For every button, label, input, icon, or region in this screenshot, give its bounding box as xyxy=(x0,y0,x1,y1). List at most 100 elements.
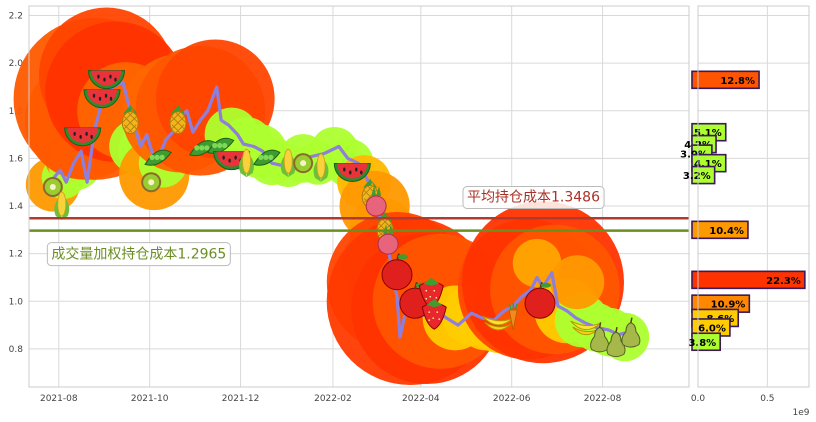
corn-icon xyxy=(54,191,70,221)
watermelon-icon xyxy=(87,70,125,90)
side-bar-label: 10.9% xyxy=(711,300,746,311)
pear-icon xyxy=(606,326,626,358)
side-bar-label: 5.1% xyxy=(694,128,722,139)
strawberry-seed xyxy=(428,311,431,314)
cost-line-label-box xyxy=(46,242,231,267)
watermelon-flesh xyxy=(216,151,247,167)
strawberry-leaves xyxy=(426,299,443,308)
strawberry-seed xyxy=(436,311,439,314)
side-bar-label: 10.4% xyxy=(709,226,744,237)
watermelon-seed xyxy=(109,74,112,79)
radish-icon xyxy=(377,224,399,255)
x-tick-label: 2022-02 xyxy=(314,394,352,404)
side-bar xyxy=(691,332,722,352)
watermelon-seed xyxy=(349,170,352,175)
side-bar-label: 12.8% xyxy=(720,76,755,87)
main-frame-rect xyxy=(28,5,690,388)
pear-body xyxy=(606,331,626,358)
pea-seed xyxy=(222,142,228,149)
watermelon-flesh xyxy=(67,127,98,143)
pea-icon xyxy=(144,149,172,166)
strawberry-icon xyxy=(418,277,444,309)
fruit-icon-layer xyxy=(42,70,641,358)
side-bar-label: 6.0% xyxy=(698,323,726,334)
apple-stem xyxy=(396,253,400,261)
watermelon-seed xyxy=(222,155,225,160)
side-bar xyxy=(691,270,806,290)
kiwi-core xyxy=(300,160,307,167)
watermelon-seed xyxy=(98,96,102,101)
y-tick-label: 1.0 xyxy=(9,297,24,307)
strawberry-seed xyxy=(425,297,428,300)
apple-stem xyxy=(413,282,418,290)
y-tick-label: 0.8 xyxy=(9,345,24,355)
apple-icon xyxy=(381,253,413,291)
pineapple-grid xyxy=(122,112,139,133)
kiwi-core xyxy=(148,179,155,186)
side-x-tick-label: 0.5 xyxy=(760,394,774,404)
side-bar-label: 22.3% xyxy=(766,276,801,287)
carrot-leaves xyxy=(508,302,518,311)
watermelon-icon xyxy=(83,89,121,109)
strawberry-seed xyxy=(433,289,436,292)
pear-stem xyxy=(615,326,618,333)
x-tick-label: 2022-04 xyxy=(402,394,440,404)
corn-icon xyxy=(239,148,254,178)
watermelon-seed xyxy=(90,134,93,139)
watermelon-seed xyxy=(109,96,113,101)
side-frame-rect xyxy=(697,5,810,388)
pear-stem xyxy=(598,322,602,328)
pea-seed xyxy=(268,154,274,160)
cost-line-label-box xyxy=(462,186,605,209)
watermelon-seed xyxy=(114,77,117,82)
strawberry-icon xyxy=(421,299,447,330)
pea-seed xyxy=(199,145,205,151)
watermelon-seed xyxy=(85,131,88,136)
radish-icon xyxy=(365,186,387,217)
pear-stem xyxy=(630,317,633,323)
side-bar-label: 3.8% xyxy=(688,338,716,349)
apple-leaf xyxy=(541,282,552,288)
watermelon-seed xyxy=(73,131,76,136)
kiwi-icon xyxy=(293,153,314,174)
cost-line-label: 平均持仓成本1.3486 xyxy=(467,190,600,206)
radish-body xyxy=(365,195,387,217)
apple-body xyxy=(524,287,556,319)
side-bar xyxy=(691,70,760,90)
watermelon-seed xyxy=(355,167,358,172)
pineapple-icon xyxy=(169,104,187,135)
corn-cob xyxy=(316,153,326,179)
watermelon-icon xyxy=(64,127,102,147)
carrot-icon xyxy=(508,302,518,331)
pea-seed xyxy=(217,142,223,149)
cost-lines: 平均持仓成本1.3486 成交量加权持仓成本1.2965 xyxy=(29,186,689,267)
strawberry-seed xyxy=(438,318,441,321)
watermelon-seed xyxy=(103,77,106,82)
side-exponent-label: 1e9 xyxy=(793,408,810,418)
pea-seed xyxy=(149,154,155,160)
pineapple-icon xyxy=(121,104,139,135)
pea-seed xyxy=(204,145,210,151)
radish-body xyxy=(377,233,399,255)
price-line xyxy=(48,80,636,341)
corn-icon xyxy=(313,153,329,182)
corn-cob xyxy=(242,148,251,174)
corn-cob xyxy=(57,191,67,217)
pea-seed xyxy=(263,154,269,160)
y-tick-label: 1.2 xyxy=(9,250,23,260)
watermelon-flesh xyxy=(337,163,368,179)
pea-seed xyxy=(194,145,200,151)
pear-body xyxy=(621,322,641,348)
pear-icon xyxy=(621,317,641,348)
pea-seed xyxy=(258,154,264,160)
watermelon-seed xyxy=(92,93,96,98)
apple-stem xyxy=(539,282,543,290)
watermelon-seed xyxy=(360,170,363,175)
apple-leaf xyxy=(397,254,408,260)
x-tick-label: 2022-06 xyxy=(493,394,531,404)
pineapple-grid xyxy=(169,112,187,133)
y-tick-label: 2.0 xyxy=(9,59,24,69)
strawberry-seed xyxy=(428,319,431,322)
y-tick-label: 1.6 xyxy=(9,154,24,164)
watermelon-seed xyxy=(97,74,100,79)
